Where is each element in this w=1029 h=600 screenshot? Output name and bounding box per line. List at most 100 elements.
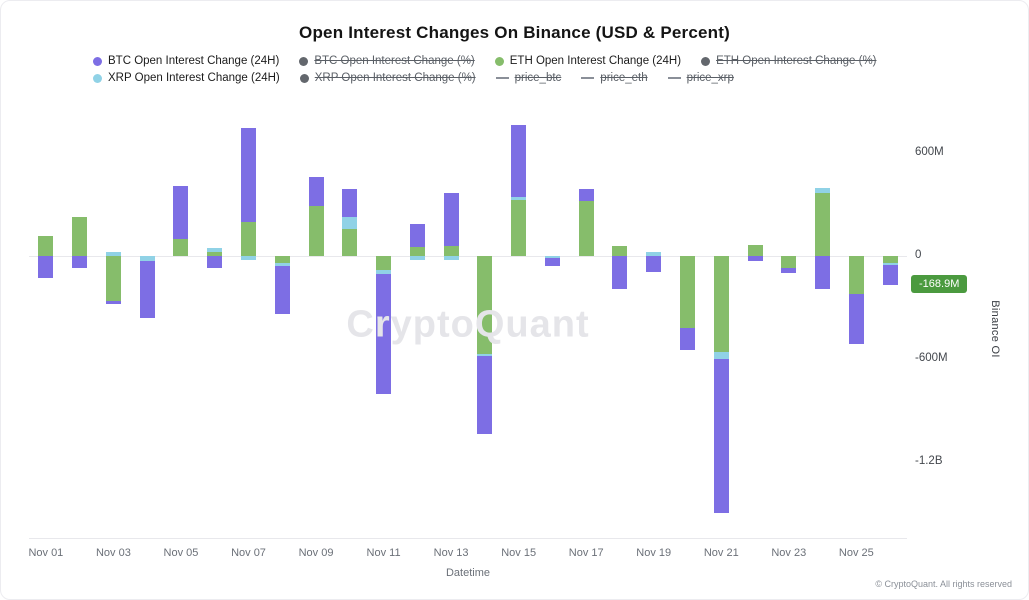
x-tick-label: Nov 13 [433,547,469,559]
bar-segment-btc-nov-09[interactable] [308,177,324,207]
bar-segment-eth-nov-13[interactable] [443,245,459,257]
bar-segment-btc-nov-24[interactable] [815,256,831,289]
bar-segment-eth-nov-22[interactable] [747,245,763,257]
bar-segment-eth-nov-14[interactable] [477,256,493,354]
bar-segment-xrp-nov-24[interactable] [815,188,831,193]
legend-item-price-eth[interactable]: price_eth [581,72,648,84]
x-tick-label: Nov 21 [703,547,739,559]
x-tick-label: Nov 11 [366,547,401,559]
bar-segment-xrp-nov-06[interactable] [207,248,223,252]
bar-segment-eth-nov-15[interactable] [511,199,527,257]
x-tick-label: Nov 25 [838,547,874,559]
x-tick-label: Nov 01 [28,547,64,559]
copyright-footer: © CryptoQuant. All rights reserved [875,579,1012,589]
bar-segment-btc-nov-03[interactable] [105,300,121,305]
bar-segment-eth-nov-24[interactable] [815,192,831,257]
bar-segment-xrp-nov-10[interactable] [342,216,358,229]
bar-segment-eth-nov-20[interactable] [680,256,695,329]
legend-label: BTC Open Interest Change (%) [314,55,475,67]
bar-segment-xrp-nov-04[interactable] [139,256,155,262]
bar-segment-btc-nov-20[interactable] [680,328,695,351]
bar-segment-xrp-nov-03[interactable] [105,251,121,257]
legend-dot-icon [93,56,102,66]
bar-segment-btc-nov-08[interactable] [274,265,290,314]
bar-segment-btc-nov-22[interactable] [747,256,763,262]
bar-segment-xrp-nov-19[interactable] [646,251,662,257]
legend-dot-icon [494,56,504,66]
bar-segment-xrp-nov-08[interactable] [274,263,290,266]
bar-segment-xrp-nov-14[interactable] [477,353,493,357]
bar-segment-btc-nov-19[interactable] [646,256,662,272]
x-axis-line [29,538,907,539]
bar-segment-btc-nov-25[interactable] [848,293,864,344]
x-tick-label: Nov 17 [568,547,604,559]
bar-segment-eth-nov-18[interactable] [612,245,628,257]
bar-segment-eth-nov-09[interactable] [308,206,324,257]
legend-label: XRP Open Interest Change (%) [314,72,476,84]
bar-segment-eth-nov-07[interactable] [241,221,256,257]
bar-segment-btc-nov-07[interactable] [241,127,256,222]
bar-segment-btc-nov-21[interactable] [713,359,729,514]
bar-segment-eth-nov-05[interactable] [173,239,189,257]
bar-segment-btc-nov-26[interactable] [882,264,898,286]
bar-segment-eth-nov-12[interactable] [409,246,425,257]
bar-segment-xrp-nov-15[interactable] [511,197,527,200]
legend-dot-icon [93,73,102,83]
bar-segment-btc-nov-05[interactable] [173,185,189,239]
bar-segment-eth-nov-17[interactable] [578,201,594,257]
chart-legend: BTC Open Interest Change (24H) BTC Open I… [93,55,1028,84]
bar-segment-eth-nov-03[interactable] [105,256,121,301]
bar-segment-xrp-nov-07[interactable] [241,256,256,261]
legend-item-xrp-open-interest-change-24h[interactable]: XRP Open Interest Change (24H) [93,72,280,84]
y-tick-label-600m: -600M [915,352,948,364]
bar-segment-xrp-nov-12[interactable] [409,256,425,260]
bar-segment-btc-nov-17[interactable] [578,189,594,202]
legend-item-price-btc[interactable]: price_btc [495,72,562,84]
bar-segment-btc-nov-23[interactable] [781,268,797,274]
y-tick-label-600m: 600M [915,146,944,159]
bar-segment-btc-nov-04[interactable] [139,261,155,318]
bar-segment-btc-nov-02[interactable] [72,256,88,269]
legend-label: price_btc [514,72,562,84]
bar-segment-xrp-nov-11[interactable] [376,269,392,275]
bar-segment-eth-nov-25[interactable] [848,256,864,294]
bar-segment-btc-nov-06[interactable] [207,256,223,269]
bar-segment-eth-nov-10[interactable] [342,228,358,257]
legend-item-xrp-open-interest-change[interactable]: XRP Open Interest Change (%) [299,72,476,84]
bar-segment-btc-nov-13[interactable] [443,192,459,246]
bar-segment-btc-nov-10[interactable] [342,189,358,217]
legend-item-eth-open-interest-change-24h[interactable]: ETH Open Interest Change (24H) [494,55,681,67]
bar-segment-xrp-nov-13[interactable] [443,256,459,260]
bar-segment-eth-nov-08[interactable] [274,256,290,263]
bar-segment-eth-nov-23[interactable] [781,256,797,269]
legend-item-eth-open-interest-change[interactable]: ETH Open Interest Change (%) [701,55,877,67]
legend-item-btc-open-interest-change-24h[interactable]: BTC Open Interest Change (24H) [93,55,279,67]
legend-label: ETH Open Interest Change (%) [716,55,877,67]
bar-segment-btc-nov-14[interactable] [477,356,493,434]
x-tick-label: Nov 15 [501,547,537,559]
x-tick-label: Nov 03 [95,547,131,559]
bar-segment-eth-nov-06[interactable] [207,251,223,257]
bar-segment-xrp-nov-21[interactable] [713,352,729,359]
x-axis-tick-labels: Nov 01 Nov 03 Nov 05 Nov 07 Nov 09 Nov 11 Nov … [28,539,907,559]
legend-item-price-xrp[interactable]: price_xrp [667,72,734,84]
bar-segment-btc-nov-18[interactable] [612,256,628,289]
bar-segment-btc-nov-01[interactable] [38,256,54,279]
legend-dot-icon [299,73,309,83]
bar-segment-eth-nov-21[interactable] [713,256,729,353]
bar-segment-xrp-nov-16[interactable] [544,256,560,258]
legend-item-btc-open-interest-change[interactable]: BTC Open Interest Change (%) [299,55,475,67]
bar-segment-btc-nov-11[interactable] [376,274,392,395]
bar-segment-eth-nov-02[interactable] [72,216,88,257]
bar-segment-eth-nov-11[interactable] [376,256,392,270]
plot-wrap: CryptoQuant Nov 01 Nov 03 Nov 05 Nov 07 Nov … [28,119,907,579]
bar-segment-eth-nov-01[interactable] [38,235,54,257]
bar-segment-btc-nov-12[interactable] [409,224,425,247]
bar-segment-btc-nov-16[interactable] [544,257,560,266]
bar-segment-xrp-nov-26[interactable] [882,263,898,265]
chart-plot-area[interactable] [29,119,907,539]
zero-gridline [29,256,907,258]
bar-segment-eth-nov-26[interactable] [882,256,898,263]
legend-row-2: XRP Open Interest Change (24H) XRP Open I… [93,72,1028,84]
bar-segment-btc-nov-15[interactable] [511,125,527,197]
